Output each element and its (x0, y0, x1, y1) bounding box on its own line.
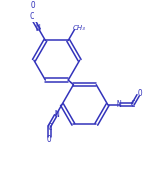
Text: O: O (47, 135, 52, 144)
Text: C: C (30, 12, 34, 21)
Text: O: O (31, 1, 35, 10)
Text: CH₃: CH₃ (73, 25, 85, 31)
Text: C: C (131, 100, 135, 109)
Text: C: C (48, 122, 52, 132)
Text: N: N (35, 24, 40, 33)
Text: O: O (137, 89, 142, 98)
Text: N: N (117, 100, 121, 109)
Text: N: N (55, 110, 59, 119)
